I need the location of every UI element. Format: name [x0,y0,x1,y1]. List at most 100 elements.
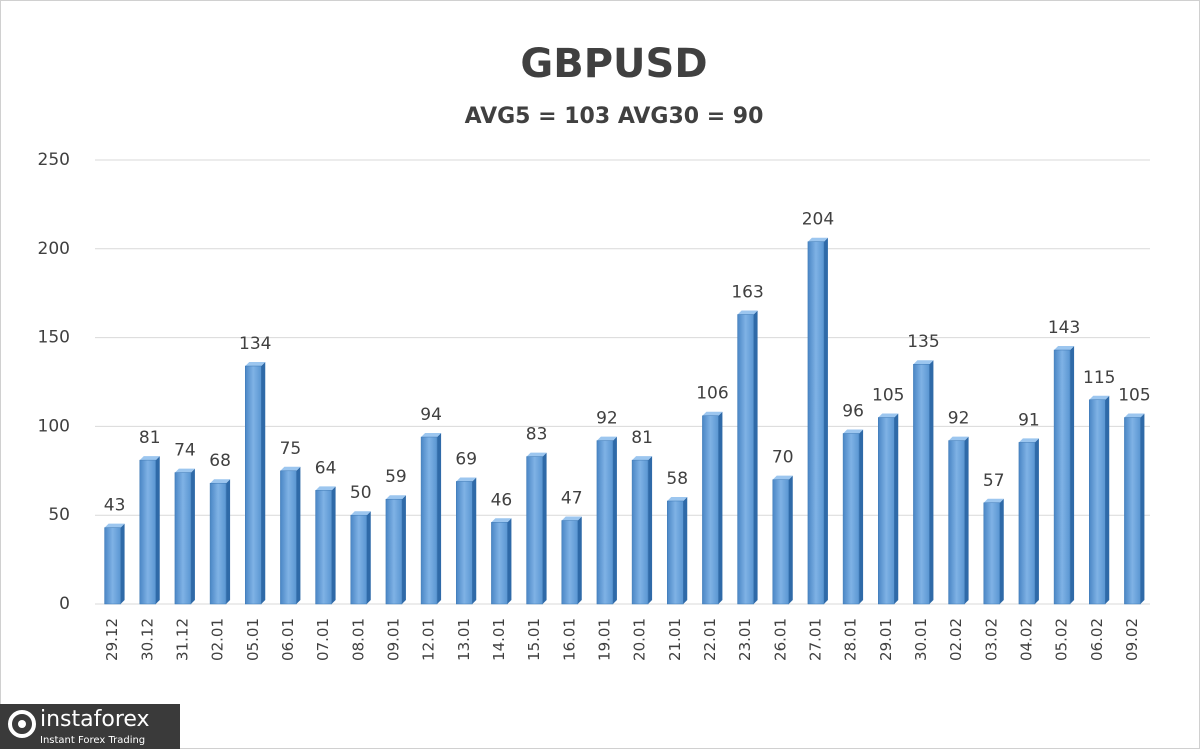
x-tick-label: 27.01 [806,618,824,661]
watermark-tagline: Instant Forex Trading [40,735,145,746]
value-label: 135 [907,332,939,352]
chart-title: GBPUSD [520,41,707,87]
bar-top [421,433,442,438]
value-label: 59 [385,467,407,487]
x-tick-label: 23.01 [736,618,754,661]
bar-top [280,466,301,471]
bar-top [632,456,653,461]
bar-top [737,310,758,315]
bar-top [1124,413,1145,418]
bar-side [190,468,195,604]
value-label: 163 [731,283,763,303]
bar [667,500,684,605]
bar-top [350,511,371,516]
x-tick-label: 05.01 [244,618,262,661]
bar-top [807,237,828,242]
bar [948,440,965,605]
value-label: 83 [526,425,548,445]
bar-side [577,516,582,604]
bar [385,498,403,605]
bar-top [174,468,195,473]
x-tick-label: 31.12 [173,618,191,661]
x-tick-label: 07.01 [314,618,332,661]
bar-side [788,475,793,604]
value-label: 75 [280,439,302,459]
bar-side [823,237,828,605]
y-tick-label: 0 [59,594,70,614]
bar-top [1054,346,1075,351]
value-label: 92 [596,409,618,429]
x-tick-label: 02.01 [209,618,227,661]
x-tick-label: 29.12 [103,618,121,661]
x-tick-label: 05.02 [1053,618,1071,661]
bar-side [999,498,1004,604]
x-tick-label: 09.02 [1123,618,1141,661]
y-tick-label: 250 [38,150,70,170]
x-tick-label: 08.01 [349,618,367,661]
x-tick-label: 30.12 [138,618,156,661]
bar-side [1070,346,1075,604]
bar-top [1018,438,1039,443]
value-label: 105 [1118,386,1150,406]
value-label: 50 [350,483,372,503]
bar-top [491,518,512,523]
x-tick-label: 09.01 [384,618,402,661]
bar [772,479,789,605]
bar [245,365,262,605]
bar [315,490,332,605]
bar-top [526,452,547,457]
bar [104,527,121,605]
bar-side [507,518,512,604]
bar [878,417,895,605]
bar [1124,417,1141,605]
bar [702,415,719,605]
bar [1089,399,1106,605]
bar-top [843,429,864,434]
bar-side [366,511,371,604]
x-tick-label: 15.01 [525,618,543,661]
bar [491,522,508,605]
bar-top [561,516,582,521]
x-tick-label: 30.01 [912,618,930,661]
bar [807,241,825,605]
bar [526,456,543,605]
y-tick-label: 200 [38,239,70,259]
value-label: 68 [209,451,231,471]
bar [737,314,754,605]
bar-side [401,495,406,604]
bar-side [1140,413,1145,604]
bar-side [472,477,477,604]
x-tick-label: 20.01 [631,618,649,661]
bar [631,459,649,605]
x-tick-label: 06.01 [279,618,297,661]
bar [596,440,614,605]
value-label: 204 [802,210,834,230]
x-tick-label: 06.02 [1088,618,1106,661]
value-label: 58 [666,469,688,489]
bar [280,470,297,605]
bar [209,482,227,605]
watermark-name: instaforex [40,707,150,732]
bar-side [859,429,864,604]
bar-side [648,456,653,604]
bar-top [139,456,160,461]
bar-side [753,310,758,604]
bar [842,433,860,605]
value-label: 94 [420,405,442,425]
bar-side [437,433,442,604]
x-tick-label: 14.01 [490,618,508,661]
x-tick-label: 13.01 [455,618,473,661]
bar [350,514,367,605]
bar-side [964,436,969,604]
bar-top [772,475,793,480]
value-label: 46 [491,490,513,510]
bar-top [315,486,336,491]
value-label: 92 [948,409,970,429]
bar-side [894,413,899,604]
bar-top [456,477,477,482]
bar-side [296,466,301,604]
bar-side [331,486,336,604]
value-label: 70 [772,448,794,468]
value-label: 81 [139,428,161,448]
